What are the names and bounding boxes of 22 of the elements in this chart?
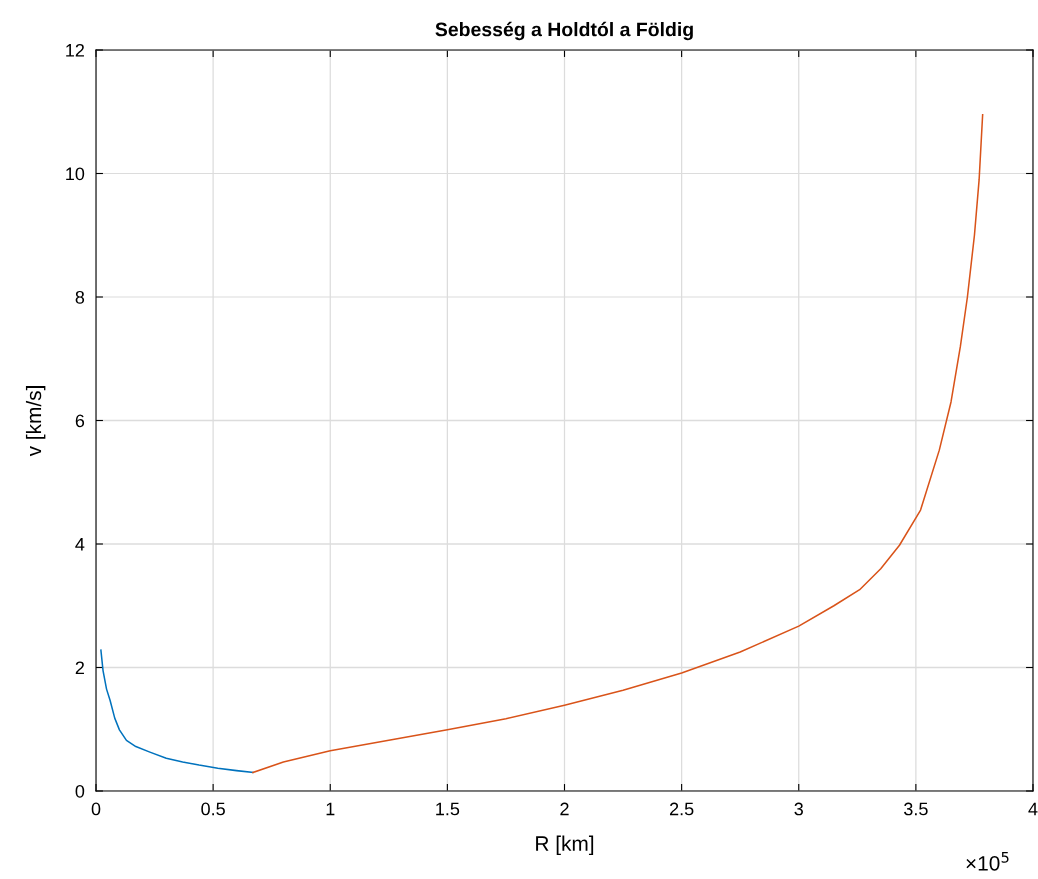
x-axis-title: R [km] [536, 835, 594, 856]
x-tick-label: 0 [91, 802, 101, 816]
x-tick-label: 1.5 [436, 802, 460, 816]
x-tick-label: 0.5 [201, 802, 225, 816]
y-tick-label: 12 [66, 43, 84, 57]
y-tick-label: 0 [75, 784, 85, 798]
y-tick-label: 2 [75, 661, 84, 675]
y-tick-label: 8 [75, 290, 85, 304]
chart-title: Sebesség a Holdtól a Földig [435, 21, 693, 41]
x-tick-label: 3.5 [904, 802, 928, 816]
y-tick-label: 4 [75, 538, 85, 551]
x-tick-label: 4 [1028, 802, 1038, 816]
x-tick-label: 2.5 [669, 802, 694, 816]
x-tick-label: 1 [326, 802, 335, 816]
y-tick-label: 10 [66, 167, 85, 181]
y-axis-title: v [km/s] [25, 386, 46, 457]
text: ×10$^{5}$ [966, 851, 1009, 871]
line-series [100, 649, 254, 774]
y-tick-label: 6 [75, 414, 85, 428]
line-series [252, 114, 984, 774]
x-tick-label: 3 [794, 802, 803, 816]
x-tick-label: 2 [560, 802, 569, 816]
